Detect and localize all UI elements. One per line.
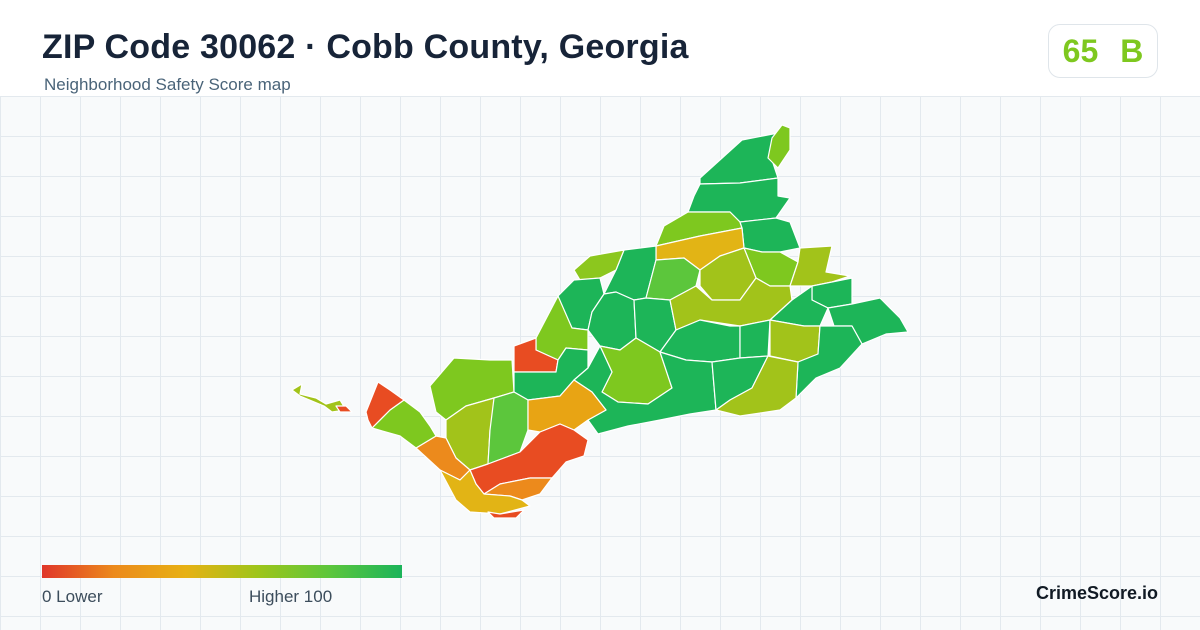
map-region[interactable] (527, 379, 607, 433)
legend-max-label: Higher 100 (249, 587, 333, 606)
map-region[interactable] (291, 383, 347, 413)
map-region[interactable] (739, 319, 771, 359)
map-region[interactable] (487, 391, 529, 465)
page-subtitle: Neighborhood Safety Score map (44, 75, 291, 94)
map-region[interactable] (573, 345, 717, 435)
map-region[interactable] (699, 132, 779, 185)
map-regions (291, 124, 909, 519)
header (0, 0, 1200, 96)
score-grade: B (1120, 32, 1144, 69)
legend-color-scale (42, 565, 402, 578)
brand-name[interactable]: CrimeScore.io (1035, 583, 1158, 603)
score-value: 65 (1062, 32, 1099, 69)
map-region[interactable] (365, 381, 405, 429)
map-region[interactable] (439, 469, 531, 515)
legend-min-label: 0 Lower (42, 587, 103, 606)
map-region[interactable] (335, 405, 353, 413)
map-region[interactable] (739, 217, 801, 253)
map-region[interactable] (795, 325, 863, 399)
map-region[interactable] (487, 509, 525, 519)
map-region[interactable] (715, 355, 799, 417)
safety-score-badge: 65 B (1048, 24, 1158, 78)
map-region[interactable] (767, 124, 791, 169)
page-title: ZIP Code 30062 · Cobb County, Georgia (42, 28, 689, 66)
